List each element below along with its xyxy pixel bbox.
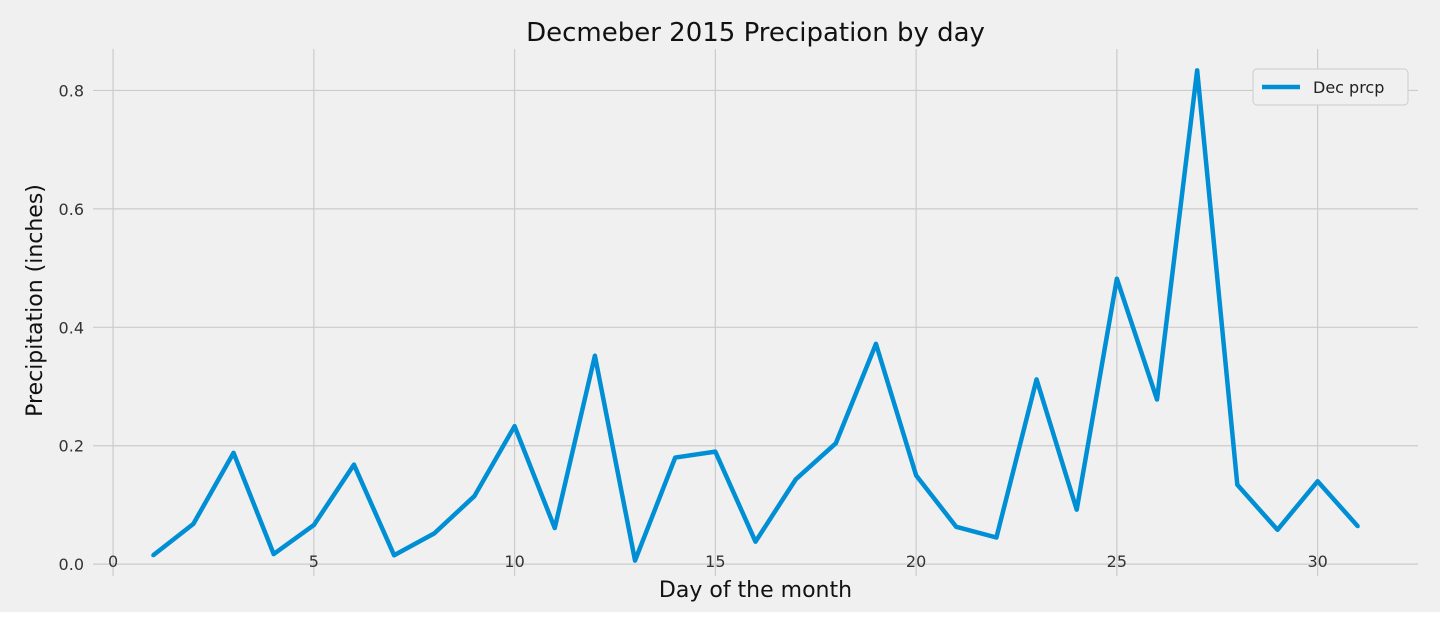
data-point bbox=[833, 441, 838, 446]
data-point bbox=[231, 450, 236, 455]
data-point bbox=[552, 526, 557, 531]
data-point bbox=[311, 523, 316, 528]
data-point bbox=[713, 449, 718, 454]
data-point bbox=[994, 535, 999, 540]
x-tick-label: 15 bbox=[705, 552, 725, 571]
tick-labels: 0 5 10 15 20 25 30 0.0 0.2 0.4 0.6 0.8 bbox=[59, 81, 1328, 574]
grid-lines bbox=[93, 49, 1418, 576]
legend-label: Dec prcp bbox=[1313, 78, 1384, 97]
chart-title: Decmeber 2015 Precipation by day bbox=[526, 18, 985, 48]
data-point bbox=[1355, 524, 1360, 529]
x-tick-label: 5 bbox=[309, 552, 319, 571]
data-point bbox=[392, 553, 397, 558]
y-axis-label: Precipitation (inches) bbox=[23, 184, 48, 417]
data-point bbox=[351, 462, 356, 467]
series-line-dec-prcp bbox=[151, 68, 1360, 563]
data-point bbox=[1275, 527, 1280, 532]
data-point bbox=[191, 521, 196, 526]
data-point bbox=[512, 424, 517, 429]
y-tick-label: 0.6 bbox=[59, 200, 84, 219]
data-point bbox=[753, 539, 758, 544]
x-tick-label: 20 bbox=[906, 552, 926, 571]
x-tick-label: 0 bbox=[108, 552, 118, 571]
y-tick-label: 0.0 bbox=[59, 555, 84, 574]
data-point bbox=[1074, 507, 1079, 512]
data-point bbox=[673, 455, 678, 460]
data-point bbox=[472, 494, 477, 499]
data-point bbox=[592, 353, 597, 358]
data-point bbox=[633, 558, 638, 563]
x-tick-label: 25 bbox=[1107, 552, 1127, 571]
data-points bbox=[151, 68, 1360, 563]
data-point bbox=[1235, 482, 1240, 487]
data-point bbox=[151, 553, 156, 558]
data-point bbox=[1155, 397, 1160, 402]
y-tick-label: 0.8 bbox=[59, 81, 84, 100]
data-point bbox=[432, 531, 437, 536]
data-point bbox=[1315, 479, 1320, 484]
data-point bbox=[271, 552, 276, 557]
x-tick-label: 30 bbox=[1307, 552, 1327, 571]
data-point bbox=[1195, 68, 1200, 73]
data-point bbox=[954, 524, 959, 529]
data-point bbox=[914, 473, 919, 478]
data-point bbox=[1114, 276, 1119, 281]
x-tick-label: 10 bbox=[504, 552, 524, 571]
data-point bbox=[1034, 377, 1039, 382]
legend: Dec prcp bbox=[1252, 68, 1409, 106]
legend-box bbox=[1252, 68, 1409, 106]
y-tick-label: 0.2 bbox=[59, 437, 84, 456]
y-tick-label: 0.4 bbox=[59, 318, 84, 337]
data-point bbox=[793, 477, 798, 482]
x-axis-label: Day of the month bbox=[659, 578, 852, 603]
data-point bbox=[873, 341, 878, 346]
